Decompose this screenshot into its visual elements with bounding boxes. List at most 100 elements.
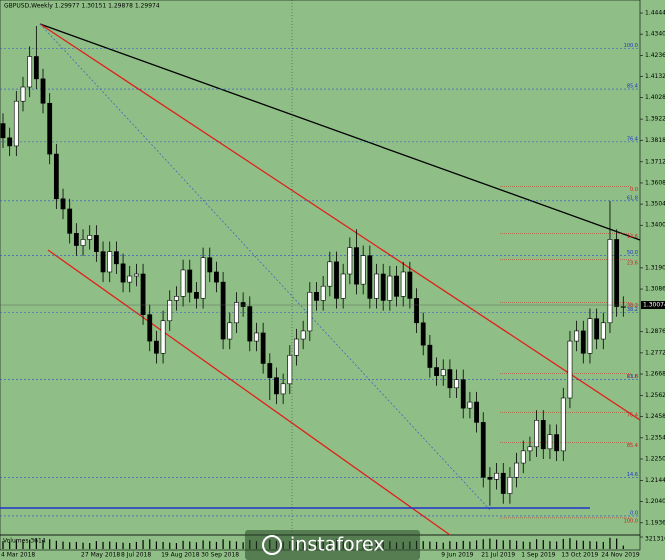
- y-tick-label: 1.27720: [645, 349, 665, 356]
- candle-body: [194, 291, 199, 299]
- fib-label: 76.4: [627, 413, 638, 419]
- y-tick-label: 1.22500: [645, 455, 665, 462]
- fib-label: 61.8: [627, 374, 638, 380]
- x-tick-label: 4 Mar 2018: [1, 552, 35, 559]
- y-tick-label: 1.34000: [645, 222, 665, 229]
- fib-label: 38.2: [627, 307, 638, 313]
- candle-body: [107, 251, 113, 273]
- candle-body: [580, 330, 586, 354]
- candle-body: [33, 56, 39, 80]
- candle-body: [100, 251, 106, 273]
- y-tick-label: 1.44440: [645, 10, 665, 17]
- candle-body: [127, 275, 133, 283]
- x-tick-label: 24 Nov 2019: [601, 552, 640, 559]
- y-tick-label: 1.23540: [645, 434, 665, 441]
- candle-body: [40, 78, 46, 104]
- candle-body: [274, 377, 279, 395]
- fib-label: 61.8: [627, 195, 638, 201]
- volume-tick-label: 321310: [645, 536, 665, 543]
- candle-body: [447, 369, 453, 389]
- x-tick-label: 8 Jul 2018: [121, 552, 151, 559]
- candle-body: [534, 420, 539, 448]
- y-tick-label: 1.31900: [645, 264, 665, 271]
- candle-body: [334, 261, 339, 299]
- candle-body: [380, 273, 386, 301]
- fib-label: 76.4: [627, 136, 638, 142]
- candle-body: [80, 239, 86, 246]
- watermark: instaforex: [245, 530, 420, 560]
- candle-body: [494, 472, 499, 480]
- fib-label: 50.0: [627, 250, 638, 256]
- y-tick-label: 1.30860: [645, 286, 665, 293]
- candle-body: [327, 261, 333, 287]
- candle-body: [47, 102, 53, 155]
- candle-body: [440, 369, 446, 376]
- fib-label: 14.6: [627, 472, 638, 478]
- trend-line: [39, 23, 641, 241]
- y-tick-label: 1.24580: [645, 413, 665, 420]
- candle-body: [0, 123, 6, 139]
- fib-label: 0.0: [630, 187, 638, 193]
- candle-body: [287, 355, 293, 385]
- price-box: [641, 301, 665, 310]
- candle-body: [180, 269, 186, 297]
- candle-body: [13, 100, 19, 147]
- y-tick-label: 1.36080: [645, 179, 665, 186]
- candle-body: [360, 255, 366, 285]
- y-tick-label: 1.39220: [645, 116, 665, 123]
- candle-body: [374, 273, 379, 299]
- candle-body: [400, 271, 406, 297]
- fib-label: 85.4: [627, 84, 638, 90]
- candle-body: [113, 251, 119, 265]
- y-tick-label: 1.25620: [645, 392, 665, 399]
- candle-body: [307, 291, 313, 332]
- x-tick-label: 13 Oct 2019: [561, 552, 598, 559]
- y-tick-label: 1.37120: [645, 158, 665, 165]
- x-tick-label: 19 Aug 2018: [161, 552, 200, 559]
- candle-body: [73, 233, 79, 246]
- candle-body: [200, 257, 206, 299]
- candle-body: [574, 330, 580, 342]
- candle-body: [567, 340, 573, 399]
- candle-body: [320, 285, 326, 301]
- y-tick-label: 1.41320: [645, 73, 665, 80]
- candle-body: [607, 239, 613, 324]
- candle-body: [367, 255, 373, 299]
- candle-body: [594, 318, 600, 340]
- candle-body: [434, 367, 439, 376]
- candle-body: [187, 269, 193, 293]
- candle-body: [207, 257, 213, 273]
- candle-body: [240, 302, 246, 307]
- x-tick-label: 1 Sep 2019: [521, 552, 555, 559]
- candle-body: [27, 56, 33, 88]
- candle-body: [600, 322, 606, 340]
- candle-body: [354, 247, 359, 285]
- candle-body: [120, 263, 126, 283]
- candle-body: [587, 318, 593, 354]
- candle-body: [500, 472, 506, 494]
- y-tick-label: 1.21440: [645, 477, 665, 484]
- fib-label: 85.4: [627, 443, 638, 449]
- candle-body: [394, 275, 399, 297]
- price-label: 1.30074: [643, 302, 665, 309]
- candle-body: [260, 332, 266, 364]
- x-tick-label: 30 Sep 2018: [201, 552, 239, 559]
- volume-title: Volumes 3614: [3, 538, 46, 545]
- y-tick-label: 1.26680: [645, 371, 665, 378]
- candle-body: [487, 476, 493, 480]
- candle-body: [347, 247, 353, 275]
- candle-body: [60, 198, 66, 210]
- candle-body: [247, 306, 253, 342]
- candle-body: [174, 296, 179, 301]
- y-tick-label: 1.28760: [645, 328, 665, 335]
- candle-body: [93, 235, 99, 252]
- watermark-icon: [262, 535, 282, 555]
- candle-body: [20, 86, 26, 102]
- candle-body: [220, 281, 226, 340]
- candle-body: [147, 314, 153, 342]
- candle-body: [454, 379, 459, 389]
- candle-body: [227, 322, 233, 340]
- candle-body: [167, 300, 173, 322]
- candle-body: [467, 401, 473, 409]
- chart-title: GBPUSD,Weekly 1.29977 1.30151 1.29878 1.…: [4, 3, 160, 10]
